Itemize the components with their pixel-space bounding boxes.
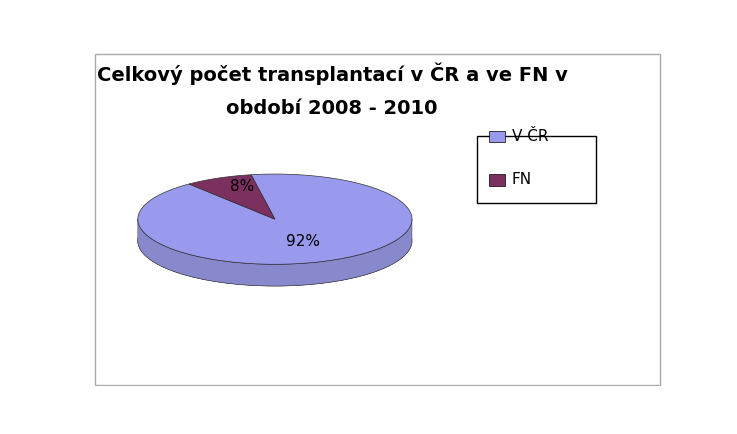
Polygon shape [138, 174, 412, 264]
Text: období 2008 - 2010: období 2008 - 2010 [226, 99, 438, 118]
Bar [489, 131, 505, 142]
Polygon shape [138, 219, 412, 286]
Text: V ČR: V ČR [512, 129, 548, 144]
Polygon shape [189, 175, 275, 219]
Text: 92%: 92% [286, 234, 320, 249]
Bar [477, 136, 596, 204]
Text: FN: FN [512, 172, 532, 187]
Text: Celkový počet transplantací v ČR a ve FN v: Celkový počet transplantací v ČR a ve FN… [97, 62, 567, 85]
Ellipse shape [138, 196, 412, 286]
Bar [489, 174, 505, 186]
Text: 8%: 8% [230, 179, 254, 194]
